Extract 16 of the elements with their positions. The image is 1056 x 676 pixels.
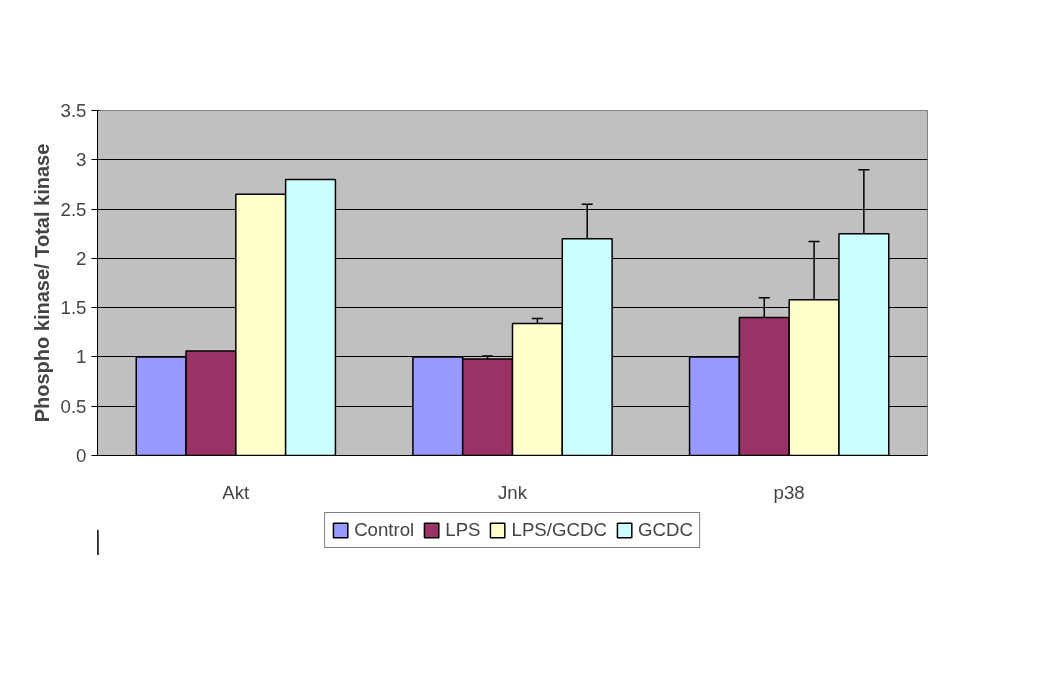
y-tick-label: 2.5	[60, 198, 87, 220]
x-tick-label: p38	[773, 481, 805, 503]
y-tick-label: 0	[76, 445, 87, 466]
y-tick-label: 3	[76, 149, 87, 171]
legend-label: Control	[354, 519, 415, 541]
y-tick-label: 3.5	[60, 100, 87, 121]
y-tick-label: 1.5	[60, 297, 87, 319]
y-tick-label: 2	[76, 247, 87, 269]
y-tick-label: 0.5	[60, 395, 87, 417]
y-axis-title: Phospho kinase/ Total kinase	[30, 143, 53, 423]
legend-label: GCDC	[637, 519, 693, 541]
legend-label: LPS	[445, 519, 481, 541]
x-tick-label: Akt	[222, 481, 251, 503]
x-tick-label: Jnk	[497, 481, 528, 503]
legend-label: LPS/GCDC	[511, 519, 607, 541]
y-tick-label: 1	[76, 346, 87, 368]
